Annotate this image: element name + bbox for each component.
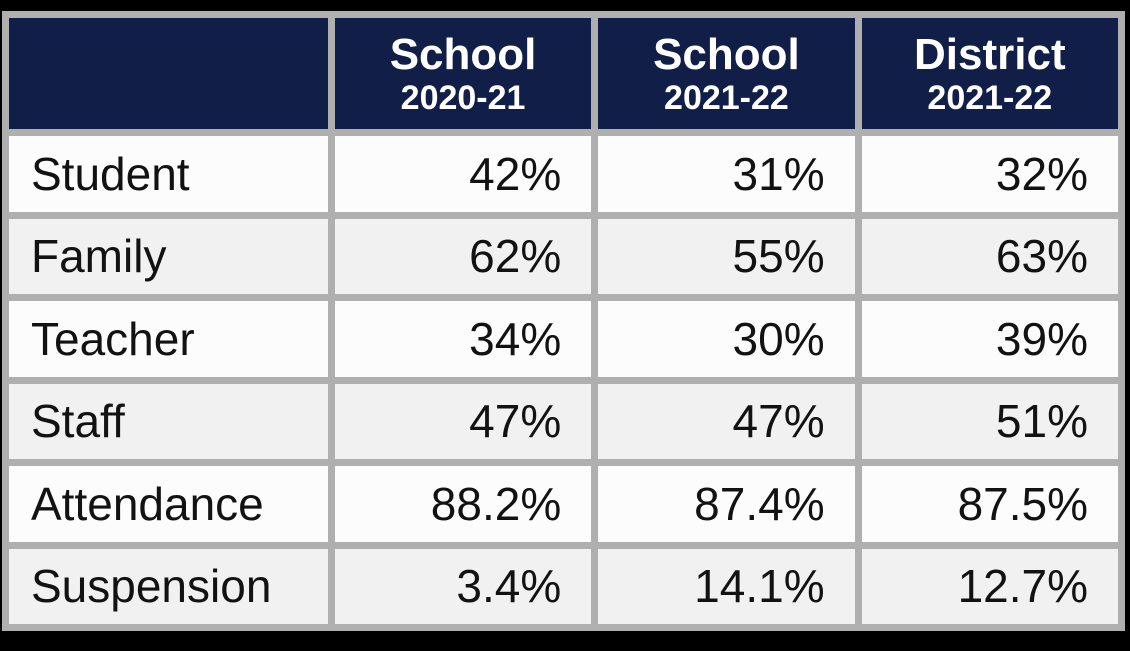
cell-value: 47%: [327, 376, 599, 466]
row-label: Suspension: [2, 541, 335, 631]
row-label: Staff: [2, 376, 335, 466]
cell-value: 39%: [854, 294, 1126, 384]
column-header-subtitle: 2021-22: [664, 79, 789, 118]
table-row-attendance: Attendance 88.2% 87.4% 87.5%: [2, 459, 1126, 549]
cell-value: 12.7%: [854, 541, 1126, 631]
table-frame: School 2020-21 School 2021-22 District 2…: [2, 11, 1126, 631]
cell-value: 30%: [591, 294, 862, 384]
header-empty-cell: [2, 11, 335, 136]
table-row-family: Family 62% 55% 63%: [2, 211, 1126, 301]
cell-value: 63%: [854, 211, 1126, 301]
table-row-student: Student 42% 31% 32%: [2, 129, 1126, 219]
column-header-title: District: [914, 29, 1066, 79]
table-row-teacher: Teacher 34% 30% 39%: [2, 294, 1126, 384]
cell-value: 87.5%: [854, 459, 1126, 549]
row-label: Family: [2, 211, 335, 301]
column-header-subtitle: 2021-22: [927, 79, 1053, 118]
cell-value: 51%: [854, 376, 1126, 466]
cell-value: 87.4%: [591, 459, 862, 549]
column-header-school-2020-21: School 2020-21: [327, 11, 599, 136]
column-header-title: School: [653, 29, 800, 79]
cell-value: 31%: [591, 129, 862, 219]
cell-value: 55%: [591, 211, 862, 301]
cell-value: 88.2%: [327, 459, 599, 549]
row-label: Student: [2, 129, 335, 219]
table-row-suspension: Suspension 3.4% 14.1% 12.7%: [2, 541, 1126, 631]
cell-value: 14.1%: [591, 541, 862, 631]
cell-value: 3.4%: [327, 541, 599, 631]
cell-value: 32%: [854, 129, 1126, 219]
header-row: School 2020-21 School 2021-22 District 2…: [2, 11, 1126, 136]
row-label: Teacher: [2, 294, 335, 384]
cell-value: 42%: [327, 129, 599, 219]
column-header-title: School: [389, 29, 537, 79]
column-header-school-2021-22: School 2021-22: [591, 11, 862, 136]
metrics-table: School 2020-21 School 2021-22 District 2…: [2, 11, 1126, 631]
cell-value: 34%: [327, 294, 599, 384]
table-row-staff: Staff 47% 47% 51%: [2, 376, 1126, 466]
cell-value: 62%: [327, 211, 599, 301]
column-header-subtitle: 2020-21: [400, 79, 526, 118]
row-label: Attendance: [2, 459, 335, 549]
column-header-district-2021-22: District 2021-22: [854, 11, 1126, 136]
cell-value: 47%: [591, 376, 862, 466]
